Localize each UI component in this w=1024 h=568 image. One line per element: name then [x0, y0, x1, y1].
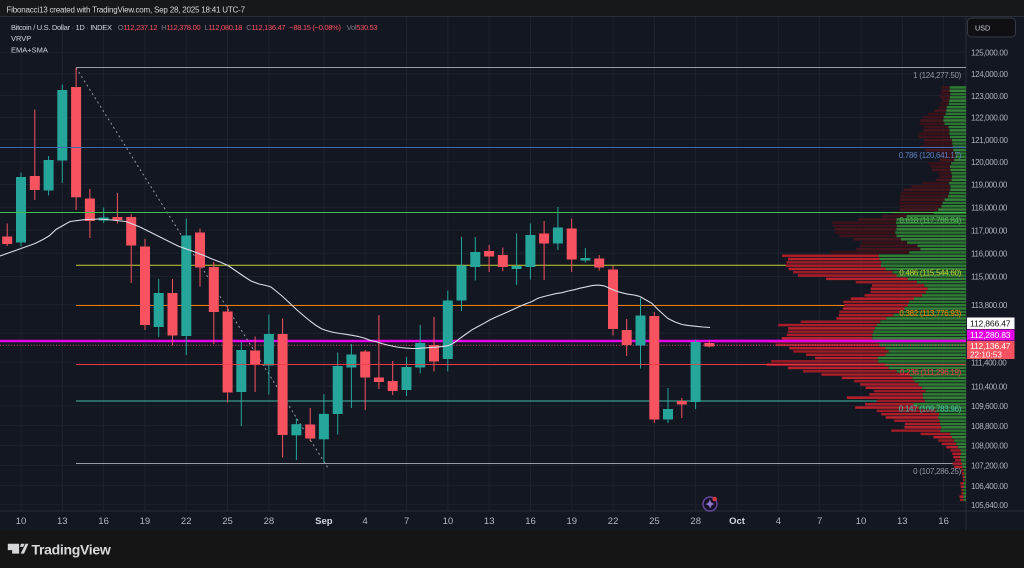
svg-text:106,400.00: 106,400.00	[971, 482, 1008, 491]
svg-text:7: 7	[817, 516, 822, 527]
svg-text:Fibonacci13 created with Tradi: Fibonacci13 created with TradingView.com…	[7, 6, 246, 15]
svg-text:115,000.00: 115,000.00	[971, 273, 1008, 282]
svg-text:4: 4	[776, 516, 781, 527]
svg-text:0.147 (109,783.96): 0.147 (109,783.96)	[899, 404, 962, 413]
svg-text:28: 28	[690, 516, 701, 527]
svg-text:119,000.00: 119,000.00	[971, 181, 1008, 190]
svg-text:0.236 (111,296.19): 0.236 (111,296.19)	[900, 368, 962, 377]
svg-text:22: 22	[608, 516, 619, 527]
svg-text:116,000.00: 116,000.00	[971, 249, 1008, 258]
svg-text:112,136.47: 112,136.47	[970, 341, 1011, 351]
svg-text:25: 25	[649, 516, 660, 527]
svg-text:16: 16	[98, 516, 109, 527]
svg-text:0.618 (117,786.84): 0.618 (117,786.84)	[899, 216, 961, 225]
svg-text:1 (124,277.50): 1 (124,277.50)	[913, 71, 961, 80]
svg-text:13: 13	[484, 516, 495, 527]
svg-text:108,000.00: 108,000.00	[971, 442, 1008, 451]
svg-text:0.486 (115,544.60): 0.486 (115,544.60)	[899, 269, 961, 278]
svg-text:VRVP: VRVP	[11, 34, 31, 43]
svg-text:25: 25	[222, 516, 233, 527]
svg-text:Oct: Oct	[729, 516, 746, 527]
svg-text:0.382 (113,776.93): 0.382 (113,776.93)	[899, 309, 961, 318]
svg-text:0.786 (120,641.17): 0.786 (120,641.17)	[899, 151, 962, 160]
svg-text:EMA+SMA: EMA+SMA	[11, 45, 48, 54]
svg-text:122,000.00: 122,000.00	[971, 114, 1008, 123]
svg-text:107,200.00: 107,200.00	[971, 462, 1008, 471]
svg-text:13: 13	[897, 516, 908, 527]
svg-text:13: 13	[57, 516, 68, 527]
svg-text:USD: USD	[975, 24, 990, 33]
svg-text:16: 16	[938, 516, 949, 527]
svg-text:16: 16	[525, 516, 536, 527]
svg-text:22: 22	[181, 516, 192, 527]
svg-text:Bitcoin / U.S. Dollar · 1D · I: Bitcoin / U.S. Dollar · 1D · INDEX O112,2…	[11, 23, 377, 32]
svg-text:4: 4	[363, 516, 368, 527]
svg-text:118,000.00: 118,000.00	[971, 203, 1008, 212]
svg-text:10: 10	[443, 516, 454, 527]
svg-text:110,400.00: 110,400.00	[971, 383, 1008, 392]
svg-text:121,000.00: 121,000.00	[971, 136, 1008, 145]
svg-text:19: 19	[140, 516, 151, 527]
svg-text:120,000.00: 120,000.00	[971, 158, 1008, 167]
svg-text:105,640.00: 105,640.00	[971, 501, 1008, 510]
svg-text:112,866.47: 112,866.47	[970, 318, 1011, 328]
svg-text:111,400.00: 111,400.00	[971, 358, 1007, 367]
svg-text:109,600.00: 109,600.00	[971, 402, 1008, 411]
svg-text:Sep: Sep	[315, 516, 333, 527]
svg-text:108,800.00: 108,800.00	[971, 422, 1008, 431]
svg-text:10: 10	[16, 516, 27, 527]
svg-text:7: 7	[404, 516, 409, 527]
svg-text:125,000.00: 125,000.00	[971, 48, 1008, 57]
svg-text:TradingView: TradingView	[32, 541, 111, 557]
svg-text:124,000.00: 124,000.00	[971, 70, 1008, 79]
svg-text:117,000.00: 117,000.00	[971, 226, 1008, 235]
svg-text:113,800.00: 113,800.00	[971, 301, 1008, 310]
svg-text:22:10:53: 22:10:53	[970, 350, 1002, 359]
svg-text:28: 28	[264, 516, 275, 527]
svg-text:112,280.83: 112,280.83	[970, 330, 1011, 340]
svg-text:123,000.00: 123,000.00	[971, 92, 1008, 101]
svg-text:19: 19	[567, 516, 578, 527]
svg-text:10: 10	[856, 516, 867, 527]
svg-text:0 (107,286.25): 0 (107,286.25)	[913, 467, 961, 476]
